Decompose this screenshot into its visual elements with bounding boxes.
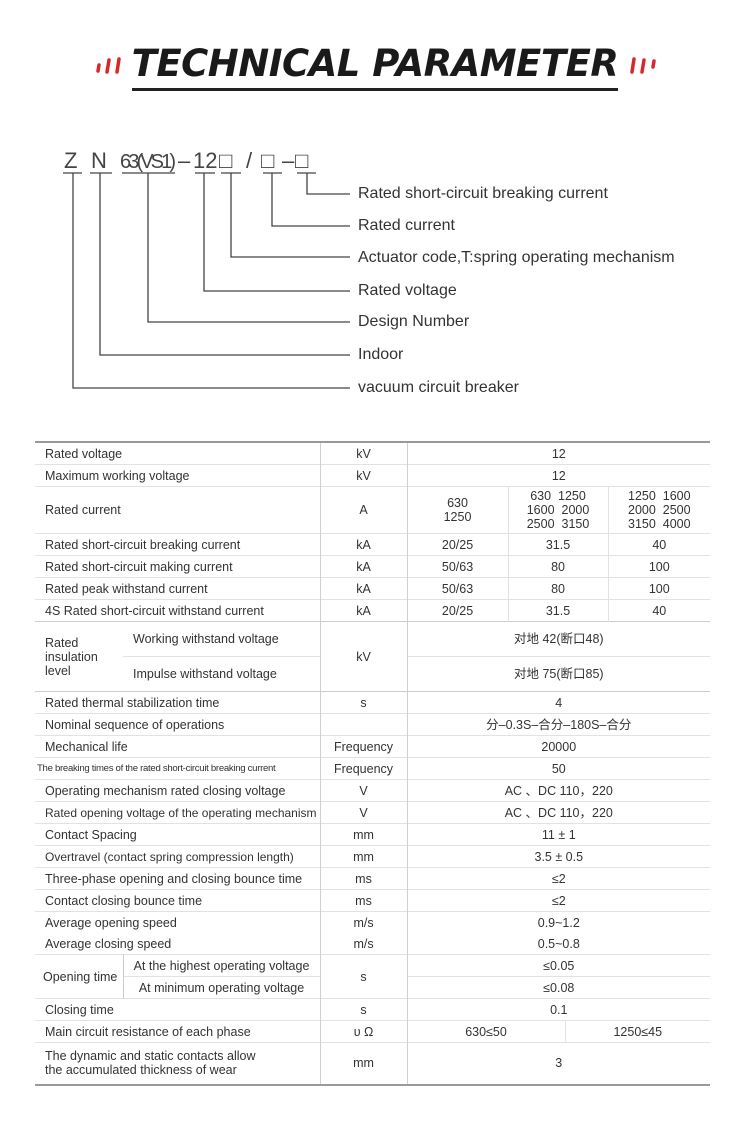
code-z: Z	[64, 148, 77, 173]
table-row: Mechanical life Frequency 20000	[35, 735, 711, 758]
model-code-diagram: Z N 63(VS1) – 12 □ / □ – □	[63, 148, 350, 389]
legend-actuator-code: Actuator code,T:spring operating mechani…	[358, 249, 675, 266]
table-row: The breaking times of the rated short-ci…	[35, 757, 711, 780]
table-row: Three-phase opening and closing bounce t…	[35, 867, 711, 890]
table-row: Maximum working voltage kV 12	[35, 464, 711, 487]
table-row: Overtravel (contact spring compression l…	[35, 845, 711, 868]
code-design: 63(VS1)	[120, 151, 176, 173]
legend-design-number: Design Number	[358, 313, 470, 330]
table-row: Rated insulation level Working withstand …	[35, 621, 711, 692]
code-n: N	[91, 148, 107, 173]
table-row: Contact Spacing mm 11 ± 1	[35, 823, 711, 846]
table-row: Main circuit resistance of each phase υ Ω…	[35, 1020, 711, 1043]
red-stripes-right-icon	[630, 57, 656, 74]
code-voltage: 12	[193, 148, 217, 173]
code-dash: –	[178, 148, 191, 173]
table-row: 4S Rated short-circuit withstand current…	[35, 599, 711, 622]
code-dash2: –	[282, 148, 295, 173]
table-row: Rated current A 630 1250 630 1250 1600 2000…	[35, 486, 711, 534]
table-row: Impulse withstand voltage 对地 75(断口85)	[35, 656, 711, 692]
page-title: TECHNICAL PARAMETER	[0, 42, 750, 91]
parameter-table: Rated voltage kV 12 Maximum working voltag…	[35, 441, 711, 1086]
code-box-actuator: □	[219, 148, 232, 173]
table-row: The dynamic and static contacts allow th…	[35, 1042, 711, 1085]
table-row: Opening time At the highest operating vol…	[35, 954, 711, 999]
legend-vacuum-breaker: vacuum circuit breaker	[358, 379, 519, 396]
table-row: At minimum operating voltage ≤0.08	[35, 976, 711, 999]
table-row: Rated opening voltage of the operating m…	[35, 801, 711, 824]
table-row: Closing time s 0.1	[35, 998, 711, 1021]
code-slash: /	[246, 148, 253, 173]
table-row: Rated short-circuit breaking current kA 20…	[35, 533, 711, 556]
table-row: Rated peak withstand current kA 50/63 80 100	[35, 577, 711, 600]
table-row: Average opening speed m/s 0.9~1.2	[35, 911, 711, 933]
red-stripes-left-icon	[96, 57, 121, 74]
table-row: Operating mechanism rated closing voltag…	[35, 779, 711, 802]
code-box-breaking: □	[295, 148, 308, 173]
table-row: Average closing speed m/s 0.5~0.8	[35, 933, 710, 955]
table-row: Rated short-circuit making current kA 50/6…	[35, 555, 711, 578]
table-row: Contact closing bounce time ms ≤2	[35, 889, 711, 912]
table-row: Nominal sequence of operations 分–0.3S–合分–…	[35, 713, 711, 736]
legend-breaking-current: Rated short-circuit breaking current	[358, 185, 608, 202]
legend-indoor: Indoor	[358, 346, 404, 363]
legend-rated-voltage: Rated voltage	[358, 282, 457, 299]
legend-rated-current: Rated current	[358, 217, 455, 234]
table-row: Rated thermal stabilization time s 4	[35, 691, 711, 714]
code-box-current: □	[261, 148, 274, 173]
table-row: Rated voltage kV 12	[35, 441, 711, 465]
